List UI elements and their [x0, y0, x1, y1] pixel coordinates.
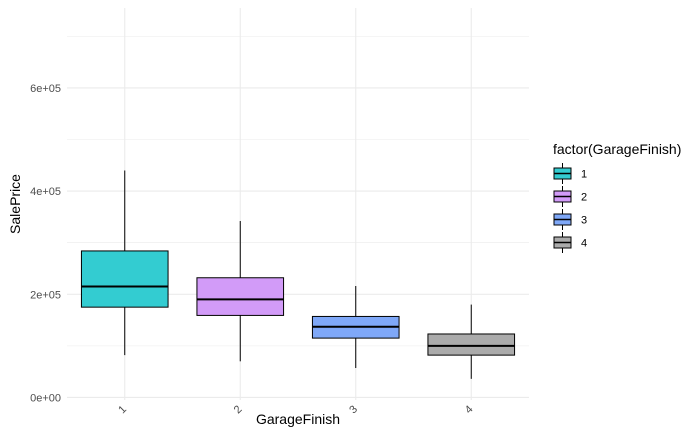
y-tick-label: 0e+00 — [30, 392, 61, 404]
y-tick-label: 4e+05 — [30, 186, 61, 198]
y-axis-title: SalePrice — [7, 174, 23, 234]
box-iqr — [427, 333, 516, 356]
legend-label: 4 — [581, 238, 587, 250]
y-tick-labels: 0e+00 2e+05 4e+05 6e+05 — [30, 83, 61, 404]
legend-item-3: 3 — [553, 209, 587, 230]
x-tick-label: 1 — [116, 403, 129, 416]
x-tick-label: 3 — [347, 403, 360, 416]
box-group-3 — [311, 286, 400, 369]
x-axis-title: GarageFinish — [256, 411, 340, 427]
legend-item-4: 4 — [553, 232, 587, 253]
legend-item-2: 2 — [553, 186, 587, 207]
box-group-2 — [196, 221, 285, 362]
x-tick-label: 4 — [463, 403, 476, 416]
legend-title: factor(GarageFinish) — [553, 141, 681, 157]
y-tick-label: 2e+05 — [30, 289, 61, 301]
box-iqr — [80, 250, 169, 308]
y-tick-label: 6e+05 — [30, 83, 61, 95]
legend-item-1: 1 — [553, 163, 587, 184]
x-tick-label: 2 — [232, 403, 245, 416]
box-group-1 — [80, 170, 169, 356]
legend-label: 1 — [581, 169, 587, 181]
box-group-4 — [427, 304, 516, 379]
legend-label: 2 — [581, 192, 587, 204]
boxes — [80, 170, 516, 379]
box-iqr — [196, 277, 285, 316]
legend: factor(GarageFinish) 1 2 3 4 — [553, 141, 681, 253]
legend-label: 3 — [581, 215, 587, 227]
